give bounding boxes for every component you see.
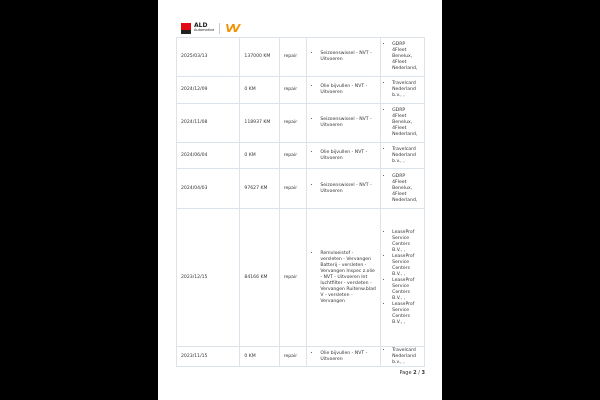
brand-subtitle: Automotive [194, 28, 215, 32]
supplier-item: Travelcard Nederland b.v., , [392, 348, 420, 366]
supplier-cell: Travelcard Nederland b.v., , [380, 76, 425, 104]
works-cell: Remvloeistof - versleten - Vervangen Bat… [306, 208, 382, 347]
date-cell: 2024/12/09 [175, 76, 241, 104]
mileage-cell: 118937 KM [239, 103, 280, 143]
supplier-cell: Travelcard Nederland b.v., , [380, 142, 425, 169]
work-item: Olie bijvullen - NVT - Uitvoeren [320, 84, 376, 96]
works-cell: Olie bijvullen - NVT - Uitvoeren [306, 142, 382, 169]
date-cell: 2024/11/08 [175, 103, 241, 143]
type-cell: repair [278, 37, 308, 77]
work-item: Olie bijvullen - NVT - Uitvoeren [320, 150, 376, 162]
works-cell: Olie bijvullen - NVT - Uitvoeren [306, 346, 382, 367]
type-cell: repair [278, 76, 308, 104]
date-cell: 2024/04/03 [175, 168, 241, 209]
work-item: Seizoenswissel - NVT - Uitvoeren [320, 117, 376, 129]
partner-logo: VV [225, 21, 240, 35]
type-cell: repair [278, 103, 308, 143]
supplier-item: GDRP 4Fleet Benelux, 4Fleet Nederland, [392, 108, 420, 138]
date-cell: 2023/11/15 [175, 346, 241, 367]
works-cell: Seizoenswissel - NVT - Uitvoeren [306, 168, 382, 209]
supplier-item: LeaseProf Service Centers B.V., , [392, 230, 420, 254]
mileage-cell: 0 KM [239, 346, 280, 367]
type-cell: repair [278, 208, 308, 347]
type-cell: repair [278, 346, 308, 367]
supplier-item: Travelcard Nederland b.v., , [392, 147, 420, 165]
logo: ALD Automotive VV [181, 21, 240, 35]
date-cell: 2025/03/13 [175, 37, 241, 77]
ald-logo-mark [181, 22, 191, 34]
mileage-cell: 97627 KM [239, 168, 280, 209]
brand-name: ALD [194, 22, 208, 29]
supplier-item: GDRP 4Fleet Benelux, 4Fleet Nederland, [392, 42, 420, 72]
date-cell: 2024/06/04 [175, 142, 241, 169]
work-item: Seizoenswissel - NVT - Uitvoeren [320, 183, 376, 195]
supplier-item: LeaseProf Service Centers B.V., , [392, 278, 420, 302]
mileage-cell: 0 KM [239, 76, 280, 104]
works-cell: Seizoenswissel - NVT - Uitvoeren [306, 103, 382, 143]
type-cell: repair [278, 168, 308, 209]
mileage-cell: 0 KM [239, 142, 280, 169]
date-cell: 2023/12/15 [175, 208, 241, 347]
document-page: ALD Automotive VV 2025/03/13 137000 KM rep… [158, 0, 442, 400]
supplier-cell: Travelcard Nederland b.v., , [380, 346, 425, 367]
works-cell: Olie bijvullen - NVT - Uitvoeren [306, 76, 382, 104]
work-item: Remvloeistof - versleten - Vervangen Bat… [320, 251, 376, 305]
supplier-item: LeaseProf Service Centers B.V., , [392, 302, 420, 326]
mileage-cell: 137000 KM [239, 37, 280, 77]
supplier-cell: LeaseProf Service Centers B.V., ,LeasePr… [380, 208, 425, 347]
work-item: Seizoenswissel - NVT - Uitvoeren [320, 51, 376, 63]
logo-divider [219, 22, 221, 34]
supplier-item: Travelcard Nederland b.v., , [392, 81, 420, 99]
type-cell: repair [278, 142, 308, 169]
supplier-cell: GDRP 4Fleet Benelux, 4Fleet Nederland, [380, 37, 425, 77]
page-indicator: Page 2 / 3 [399, 370, 425, 376]
supplier-cell: GDRP 4Fleet Benelux, 4Fleet Nederland, [380, 168, 425, 209]
supplier-cell: GDRP 4Fleet Benelux, 4Fleet Nederland, [380, 103, 425, 143]
supplier-item: GDRP 4Fleet Benelux, 4Fleet Nederland, [392, 174, 420, 204]
work-item: Olie bijvullen - NVT - Uitvoeren [320, 351, 376, 363]
supplier-item: LeaseProf Service Centers B.V., , [392, 254, 420, 278]
mileage-cell: 84166 KM [239, 208, 280, 347]
works-cell: Seizoenswissel - NVT - Uitvoeren [306, 37, 382, 77]
